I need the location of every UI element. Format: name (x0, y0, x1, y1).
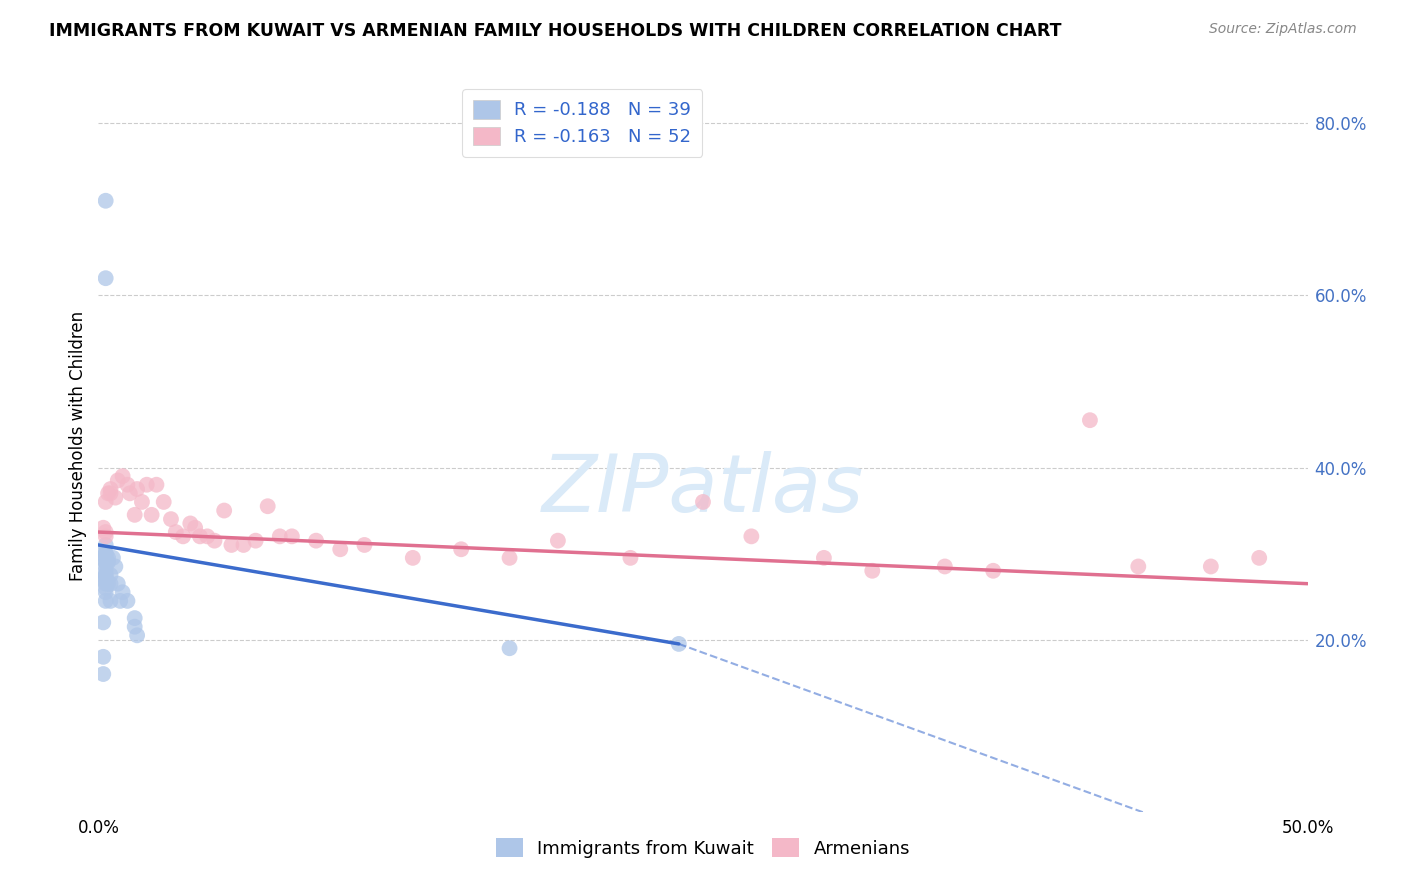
Point (1199, 559, 1222, 574)
Point (127, 628, 149, 642)
Point (141, 508, 163, 522)
Point (94, 576, 117, 591)
Point (94, 568, 117, 582)
Point (94, 550, 117, 565)
Text: ZIPatlas: ZIPatlas (541, 450, 865, 529)
Point (100, 482, 122, 496)
Point (1078, 413, 1101, 427)
Point (188, 529, 211, 543)
Point (100, 576, 122, 591)
Point (740, 529, 762, 543)
Point (108, 594, 131, 608)
Point (305, 533, 328, 548)
Point (94, 568, 117, 582)
Point (94, 194, 117, 208)
Point (94, 271, 117, 285)
Point (131, 495, 153, 509)
Text: Source: ZipAtlas.com: Source: ZipAtlas.com (1209, 22, 1357, 37)
Point (118, 486, 141, 500)
Point (195, 529, 218, 543)
Point (117, 477, 139, 491)
Point (100, 486, 122, 500)
Point (104, 491, 127, 505)
Point (97, 555, 120, 569)
Point (94, 564, 117, 578)
Point (256, 500, 278, 514)
Point (450, 542, 472, 557)
Point (94, 524, 117, 539)
Point (402, 550, 425, 565)
Point (117, 594, 139, 608)
Point (124, 611, 146, 625)
Point (692, 495, 714, 509)
Point (97, 576, 120, 591)
Point (179, 516, 201, 531)
Point (668, 637, 690, 651)
Point (619, 550, 641, 565)
Point (94, 573, 117, 587)
Point (353, 538, 375, 552)
Point (145, 477, 167, 491)
Point (124, 508, 146, 522)
Point (245, 533, 267, 548)
Point (1249, 550, 1271, 565)
Point (124, 620, 146, 634)
Point (212, 503, 235, 517)
Text: IMMIGRANTS FROM KUWAIT VS ARMENIAN FAMILY HOUSEHOLDS WITH CHILDREN CORRELATION C: IMMIGRANTS FROM KUWAIT VS ARMENIAN FAMIL… (49, 22, 1062, 40)
Point (221, 538, 243, 552)
Point (101, 550, 124, 565)
Point (107, 576, 129, 591)
Point (172, 529, 194, 543)
Point (94, 581, 117, 595)
Point (981, 564, 1004, 578)
Point (94, 594, 117, 608)
Point (184, 521, 207, 535)
Point (94, 559, 117, 574)
Point (135, 477, 157, 491)
Point (329, 542, 352, 557)
Point (97, 486, 120, 500)
Point (91, 649, 114, 664)
Point (107, 474, 129, 488)
Point (94, 495, 117, 509)
Point (100, 594, 122, 608)
Point (204, 533, 226, 548)
Point (111, 585, 134, 599)
Point (100, 568, 122, 582)
Y-axis label: Family Households with Children: Family Households with Children (69, 311, 87, 581)
Point (160, 512, 183, 526)
Point (91, 573, 114, 587)
Point (91, 547, 114, 561)
Point (281, 529, 304, 543)
Point (97, 550, 120, 565)
Point (111, 469, 134, 483)
Point (127, 482, 149, 496)
Point (94, 547, 117, 561)
Point (94, 529, 117, 543)
Point (860, 564, 883, 578)
Point (165, 524, 187, 539)
Point (91, 615, 114, 630)
Point (104, 559, 127, 574)
Point (152, 495, 174, 509)
Point (94, 547, 117, 561)
Point (934, 559, 956, 574)
Point (498, 641, 520, 656)
Point (91, 667, 114, 681)
Point (94, 555, 117, 569)
Point (1128, 559, 1150, 574)
Point (94, 555, 117, 569)
Legend: Immigrants from Kuwait, Armenians: Immigrants from Kuwait, Armenians (489, 831, 917, 865)
Point (91, 521, 114, 535)
Point (94, 585, 117, 599)
Point (232, 538, 254, 552)
Point (547, 533, 569, 548)
Point (94, 538, 117, 552)
Point (813, 550, 835, 565)
Point (269, 529, 291, 543)
Point (498, 550, 520, 565)
